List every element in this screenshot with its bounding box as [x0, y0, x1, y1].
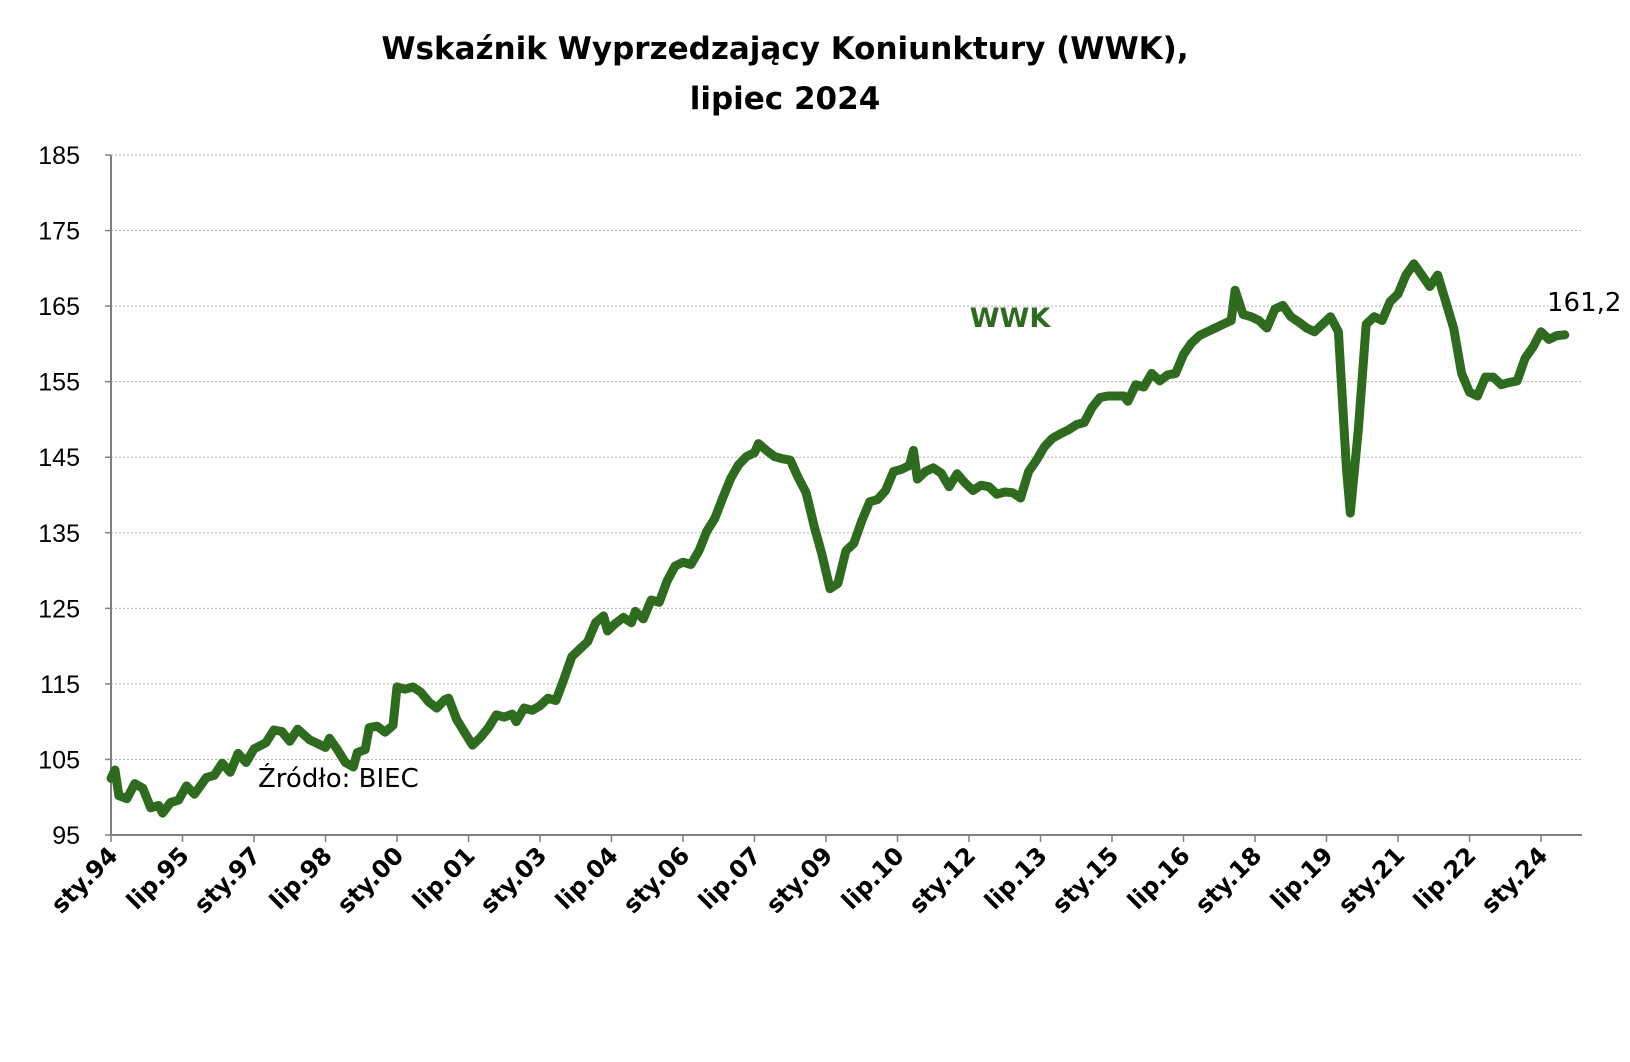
series-layer — [106, 259, 1570, 818]
x-tick-label: sty.21 — [1333, 841, 1411, 919]
x-tick-label: lip.07 — [693, 841, 767, 915]
gridlines — [111, 154, 1582, 760]
x-tick-label: sty.00 — [332, 841, 410, 919]
x-tick-label: sty.15 — [1047, 841, 1125, 919]
y-axis: 95 105 115 125 135 145 155 165 175 185 — [38, 142, 112, 850]
x-tick-label: sty.03 — [475, 841, 553, 919]
x-tick-label: sty.18 — [1190, 841, 1268, 919]
x-tick-label: lip.16 — [1122, 841, 1196, 915]
x-tick-label: lip.04 — [550, 841, 624, 915]
x-tick-label: lip.10 — [836, 841, 910, 915]
last-value-label: 161,2 — [1547, 288, 1621, 318]
y-tick-label: 125 — [38, 595, 80, 623]
x-tick-label: sty.94 — [46, 841, 124, 919]
y-tick-label: 185 — [38, 142, 80, 170]
y-tick-label: 175 — [38, 218, 80, 246]
y-tick-label: 155 — [38, 369, 80, 397]
x-tick-label: lip.98 — [264, 841, 338, 915]
x-tick-label: lip.19 — [1265, 841, 1339, 915]
x-tick-label: sty.09 — [761, 841, 839, 919]
y-tick-label: 135 — [38, 520, 80, 548]
x-tick-label: lip.13 — [979, 841, 1053, 915]
x-tick-label: sty.97 — [189, 841, 267, 919]
x-tick-label: sty.06 — [618, 841, 696, 919]
x-tick-label: lip.22 — [1408, 841, 1482, 915]
y-tick-label: 105 — [38, 746, 80, 774]
x-tick-label: lip.95 — [121, 841, 195, 915]
y-tick-label: 145 — [38, 444, 80, 472]
x-axis: sty.94lip.95sty.97lip.98sty.00lip.01sty.… — [46, 834, 1582, 919]
chart-title-line1: Wskaźnik Wyprzedzający Koniunktury (WWK)… — [381, 31, 1188, 67]
x-tick-label: sty.12 — [904, 841, 982, 919]
x-tick-label: lip.01 — [407, 841, 481, 915]
y-tick-label: 95 — [52, 822, 80, 850]
series-label-wwk: WWK — [970, 303, 1052, 334]
x-tick-label: sty.24 — [1476, 841, 1554, 919]
y-tick-label: 165 — [38, 293, 80, 321]
series-line-wwk — [106, 259, 1570, 818]
y-tick-label: 115 — [40, 671, 80, 699]
source-note: Źródło: BIEC — [258, 762, 419, 794]
chart-title-line2: lipiec 2024 — [690, 81, 881, 117]
